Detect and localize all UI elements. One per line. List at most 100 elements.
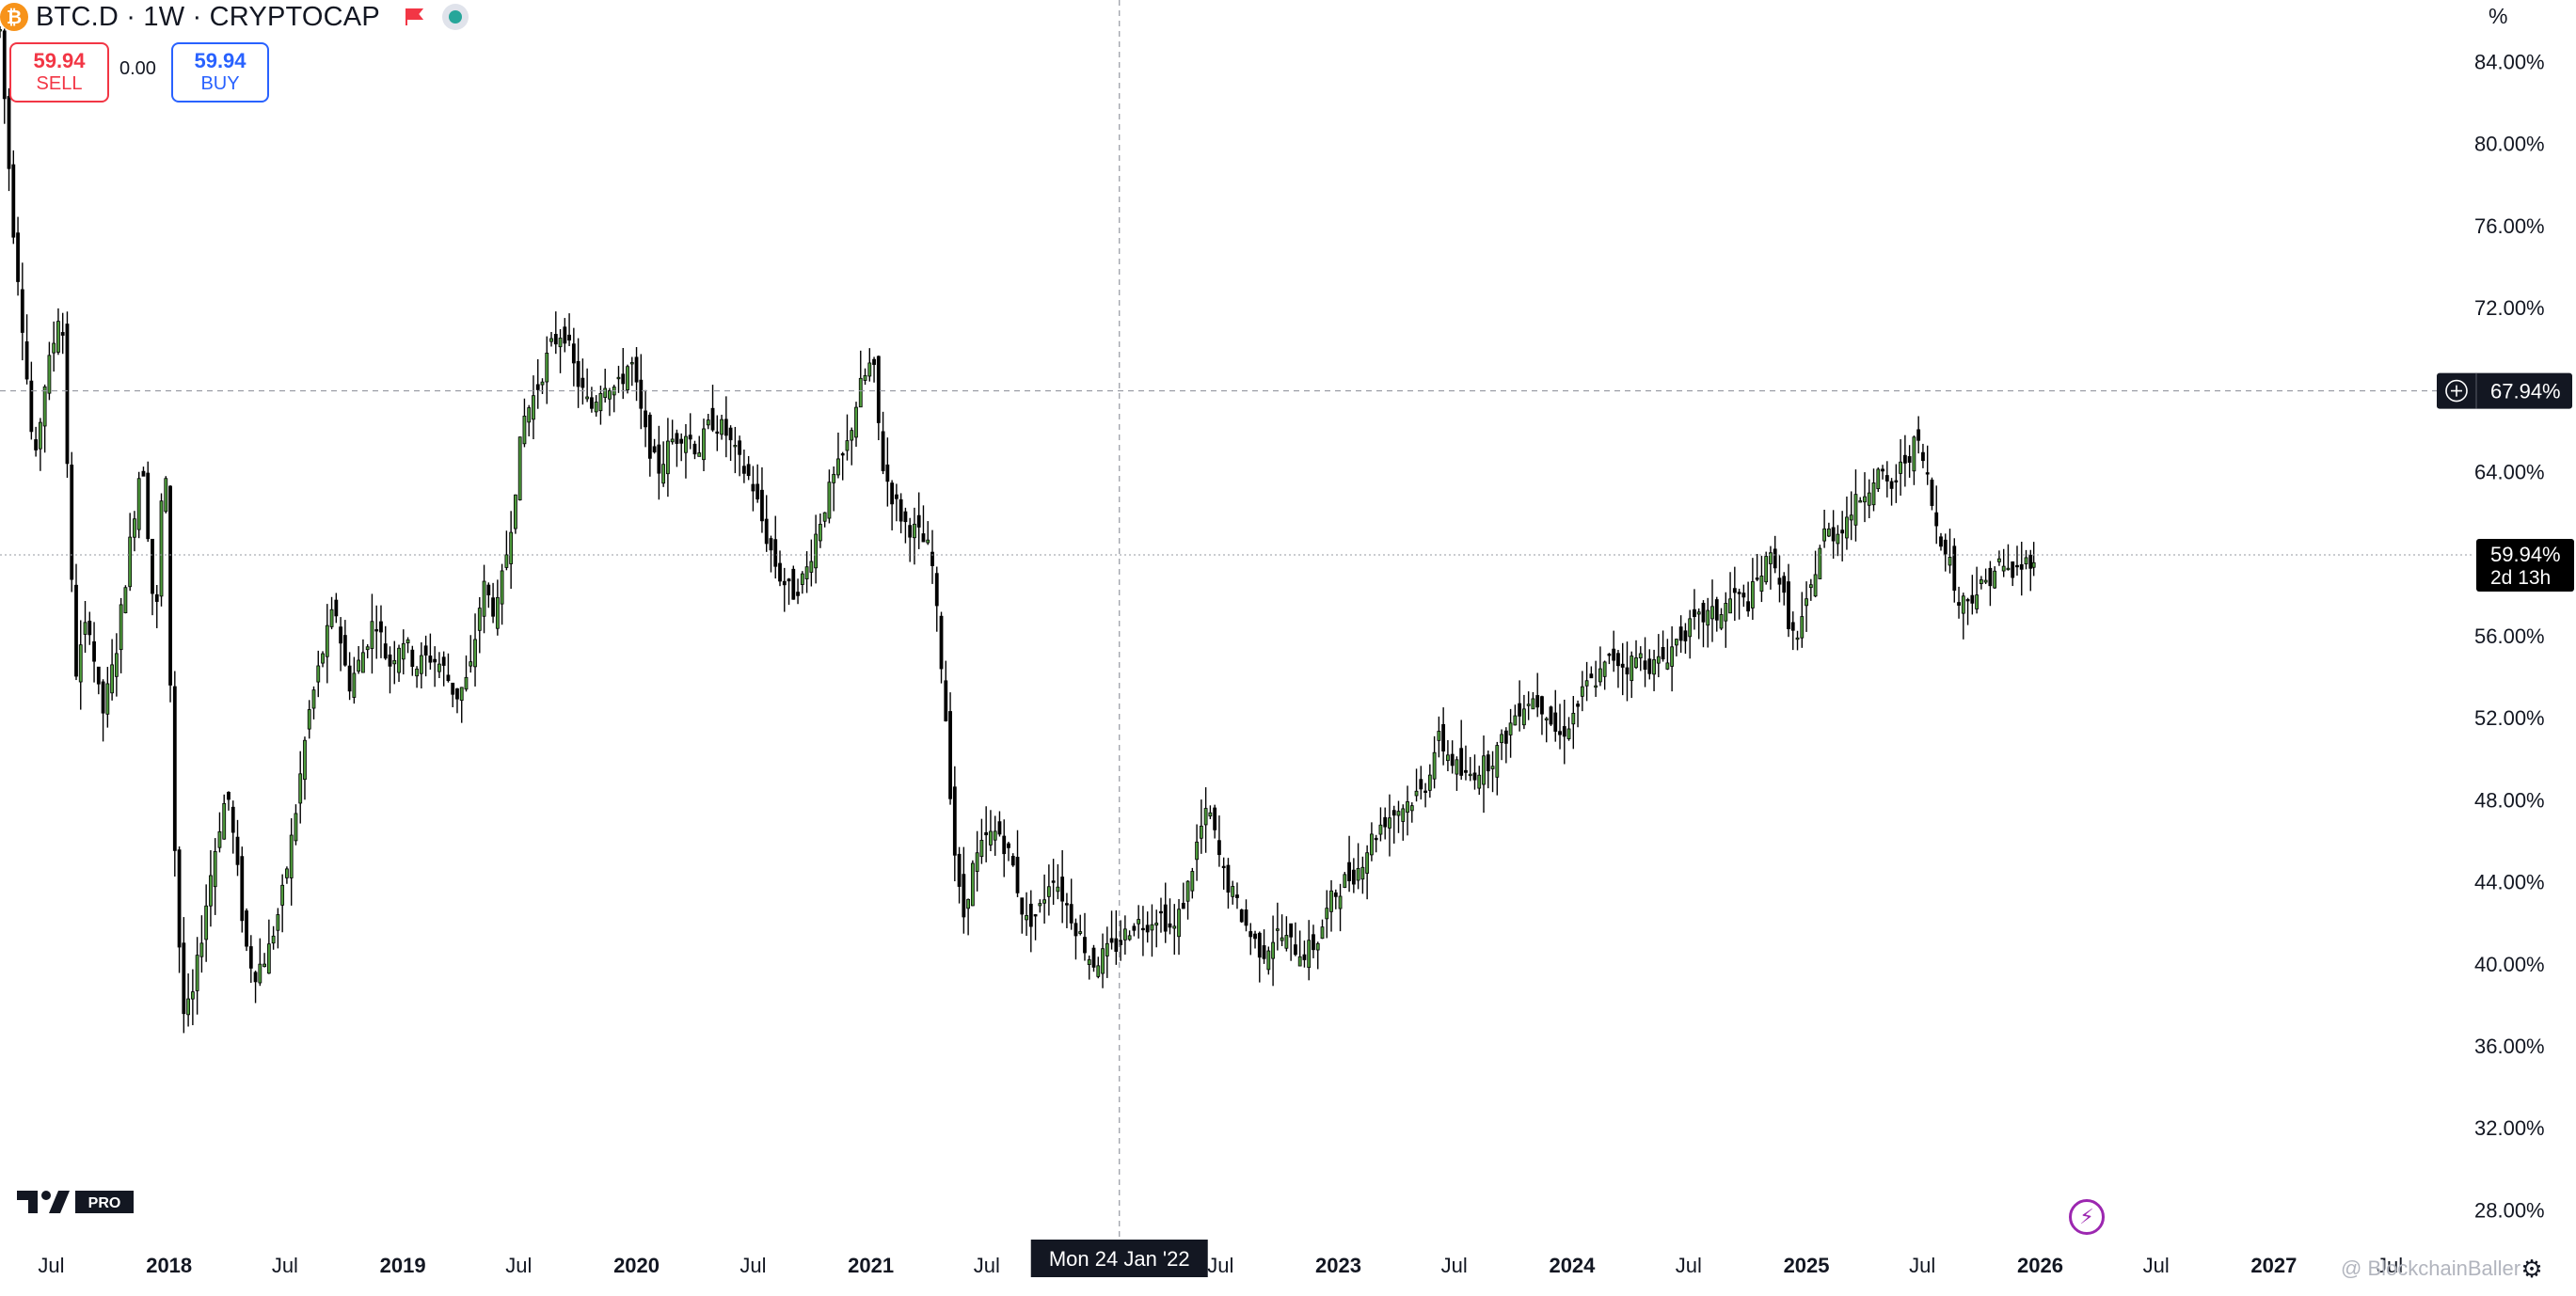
candle-body bbox=[639, 379, 644, 409]
candle bbox=[1553, 689, 1558, 742]
candle-body bbox=[231, 806, 235, 833]
candle bbox=[159, 493, 164, 607]
candle-body bbox=[154, 593, 159, 602]
candle-body bbox=[1983, 579, 1988, 583]
candle bbox=[527, 404, 532, 436]
candle bbox=[1356, 843, 1360, 890]
candle bbox=[1302, 940, 1307, 968]
candle bbox=[1450, 740, 1455, 774]
sell-button[interactable]: 59.94 SELL bbox=[9, 42, 109, 103]
candle bbox=[65, 311, 70, 478]
candle-body bbox=[123, 587, 128, 613]
candle-body bbox=[56, 321, 60, 353]
candle-body bbox=[433, 658, 437, 663]
last-price-bg bbox=[2476, 538, 2574, 592]
red-flag-icon[interactable] bbox=[405, 8, 423, 26]
candle-body bbox=[1902, 454, 1907, 464]
candle bbox=[325, 604, 329, 684]
candle bbox=[809, 539, 814, 587]
candle-body bbox=[684, 435, 688, 453]
candle bbox=[136, 471, 141, 539]
candle bbox=[867, 348, 872, 382]
crosshair-date-label: Mon 24 Jan '22 bbox=[1030, 1240, 1208, 1277]
candle bbox=[724, 396, 728, 458]
candle bbox=[1190, 867, 1195, 899]
x-axis-tick-label: Jul bbox=[2143, 1254, 2170, 1277]
candle bbox=[1396, 800, 1401, 833]
candle-body bbox=[576, 360, 580, 387]
candle bbox=[29, 361, 34, 440]
candle bbox=[56, 308, 60, 356]
candle-body bbox=[1638, 653, 1643, 658]
candle-body bbox=[1356, 867, 1360, 881]
candle bbox=[898, 493, 903, 534]
candle bbox=[926, 521, 930, 545]
price-scale-unit[interactable]: % bbox=[2489, 4, 2508, 28]
candle-body bbox=[451, 682, 455, 695]
candle-body bbox=[1190, 871, 1195, 892]
symbol-title[interactable]: BTC.D · 1W · CRYPTOCAP bbox=[36, 1, 380, 32]
candle-body bbox=[1693, 608, 1696, 617]
candle-body bbox=[1566, 728, 1571, 739]
candle bbox=[1970, 575, 1975, 615]
y-axis-tick-label: 32.00% bbox=[2474, 1116, 2545, 1140]
candle bbox=[661, 441, 666, 487]
candle-body bbox=[845, 440, 850, 451]
candle bbox=[1912, 435, 1916, 485]
candle-body bbox=[944, 680, 948, 721]
candle-body bbox=[580, 377, 585, 388]
candle-body bbox=[1526, 703, 1531, 706]
candle-body bbox=[16, 232, 20, 282]
candle-body bbox=[1396, 811, 1401, 816]
candle bbox=[92, 622, 96, 683]
candle bbox=[164, 476, 168, 514]
candle-body bbox=[1719, 614, 1724, 629]
buy-button[interactable]: 59.94 BUY bbox=[171, 42, 269, 103]
candle-body bbox=[1782, 576, 1787, 593]
x-axis-tick-label: Jul bbox=[1909, 1254, 1935, 1277]
candle-body bbox=[114, 653, 119, 677]
candle-body bbox=[2015, 564, 2019, 568]
candle-body bbox=[1010, 856, 1015, 866]
candle bbox=[1065, 893, 1069, 928]
candle bbox=[271, 925, 276, 950]
candle-body bbox=[365, 646, 370, 651]
candle bbox=[1630, 651, 1634, 699]
candle-body bbox=[517, 436, 522, 501]
candle-body bbox=[1347, 861, 1351, 881]
candle-body bbox=[1427, 774, 1432, 791]
candle bbox=[1849, 491, 1853, 541]
candle bbox=[934, 566, 939, 632]
candle bbox=[352, 656, 357, 704]
candle bbox=[262, 953, 266, 968]
candle-body bbox=[1899, 461, 1903, 474]
candle bbox=[1343, 872, 1347, 889]
lightning-icon[interactable]: ⚡ bbox=[2069, 1199, 2105, 1235]
candle bbox=[836, 432, 840, 479]
candle-body bbox=[1406, 801, 1409, 814]
candle-body bbox=[1867, 492, 1871, 506]
candle-body bbox=[1643, 660, 1647, 671]
candle bbox=[1020, 897, 1025, 934]
candle-body bbox=[773, 539, 778, 567]
candle bbox=[504, 530, 509, 571]
candle bbox=[24, 314, 29, 385]
candle bbox=[248, 935, 253, 983]
candle bbox=[1266, 946, 1271, 975]
candle bbox=[639, 354, 644, 430]
candle bbox=[1710, 579, 1714, 642]
candle-body bbox=[60, 332, 65, 336]
tradingview-logo[interactable]: PRO bbox=[17, 1189, 135, 1217]
candle-body bbox=[854, 406, 858, 438]
settings-icon[interactable]: ⚙ bbox=[2520, 1256, 2543, 1284]
candle bbox=[616, 365, 621, 393]
candle bbox=[629, 356, 634, 387]
candle bbox=[342, 620, 347, 667]
candle bbox=[1203, 787, 1208, 853]
candle-body bbox=[266, 943, 271, 974]
candle bbox=[858, 350, 863, 408]
market-status-icon[interactable] bbox=[441, 4, 469, 30]
candle-body bbox=[469, 661, 473, 667]
candle bbox=[1612, 630, 1616, 672]
